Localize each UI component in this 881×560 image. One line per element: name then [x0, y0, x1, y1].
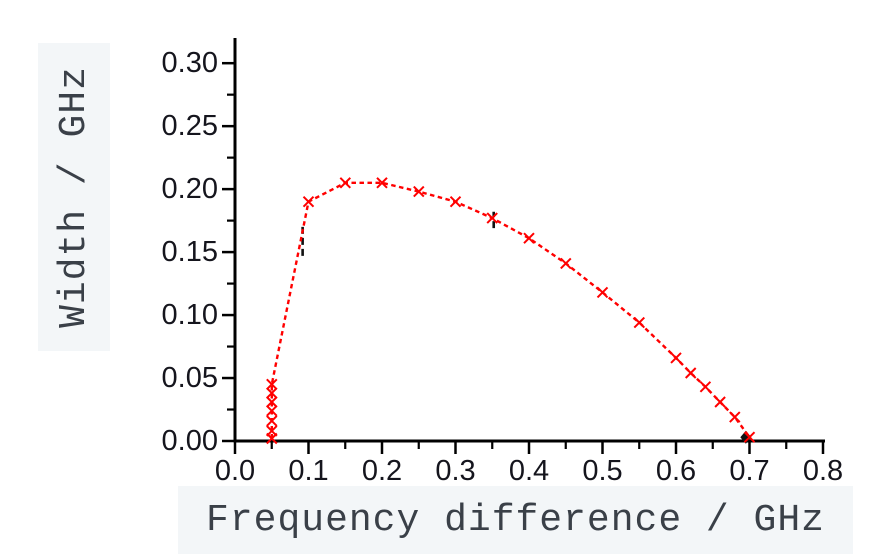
- data-point-marker: [302, 195, 315, 208]
- data-point-marker: [266, 425, 278, 437]
- data-point-marker: [266, 396, 278, 408]
- data-series-markers: [266, 177, 756, 445]
- x-tick-label: 0.8: [803, 455, 843, 487]
- data-point-marker: [523, 232, 535, 244]
- x-axis-label: Frequency difference / GHz: [178, 486, 853, 554]
- x-tick-label: 0.5: [582, 455, 622, 487]
- y-axis-ticks: 0.00 0.05 0.10 0.15 0.20 0.25 0.30: [162, 47, 234, 457]
- data-point-marker: [729, 411, 741, 423]
- y-tick-label: 0.25: [162, 110, 218, 142]
- data-point-marker: [266, 378, 278, 391]
- x-axis-ticks: 0.0 0.1 0.2 0.3 0.4 0.5 0.6 0.7 0.8: [215, 442, 843, 487]
- x-tick-label: 0.3: [435, 455, 475, 487]
- x-tick-label: 0.2: [362, 455, 402, 487]
- data-point-marker: [449, 195, 462, 208]
- y-tick-label: 0.10: [162, 299, 218, 331]
- x-tick-label: 0.7: [729, 455, 769, 487]
- data-point-marker: [743, 431, 756, 443]
- x-tick-label: 0.6: [656, 455, 696, 487]
- x-tick-label: 0.0: [215, 455, 255, 487]
- data-point-marker: [699, 381, 712, 393]
- data-point-marker: [560, 257, 572, 270]
- y-tick-label: 0.05: [162, 362, 218, 394]
- y-tick-label: 0.00: [162, 425, 218, 457]
- data-point-marker: [339, 177, 352, 189]
- data-point-marker: [596, 286, 609, 299]
- data-series-line: [270, 181, 751, 439]
- data-point-marker: [486, 212, 498, 224]
- data-point-marker: [684, 367, 697, 379]
- y-tick-label: 0.20: [162, 173, 218, 205]
- data-point-marker: [266, 415, 278, 427]
- y-tick-label: 0.15: [162, 236, 218, 268]
- y-tick-label: 0.30: [162, 47, 218, 79]
- x-tick-label: 0.1: [288, 455, 328, 487]
- data-point-marker: [633, 316, 646, 329]
- data-point-marker: [413, 185, 425, 198]
- data-point-marker: [670, 352, 682, 364]
- data-point-marker: [266, 405, 278, 417]
- data-point-marker: [714, 396, 726, 408]
- x-tick-label: 0.4: [509, 455, 549, 487]
- data-point-marker: [266, 387, 278, 399]
- data-point-marker: [376, 177, 388, 189]
